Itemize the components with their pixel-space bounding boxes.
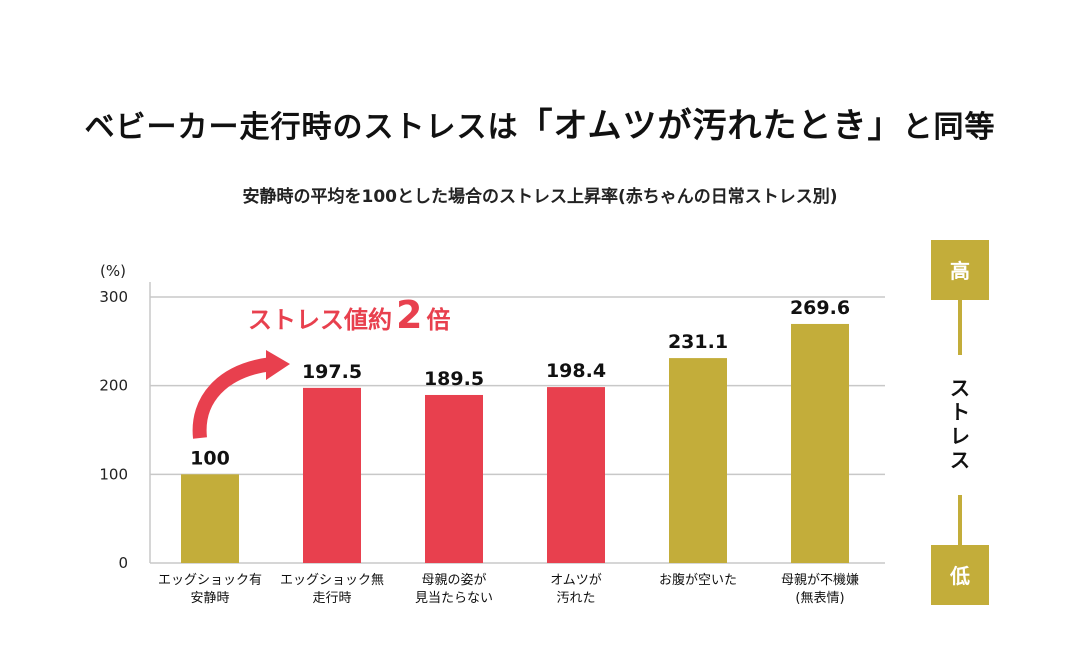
title-text-before: ベビーカー走行時のストレスは [84,110,519,145]
annotation-multiplier: 2 [396,293,422,337]
annotation-unit: 倍 [426,306,450,334]
bar [669,358,727,563]
rise-arrow-head [266,350,290,380]
x-category-label: オムツが [550,573,602,588]
stress-high-label: 高 [950,259,970,283]
bar [181,474,239,563]
stress-scale-label-char: ト [950,400,970,424]
x-category-label: 見当たらない [415,591,493,606]
x-category-label: エッグショック無 [280,573,384,588]
x-category-label: 安静時 [190,591,229,606]
chart-subtitle: 安静時の平均を100とした場合のストレス上昇率(赤ちゃんの日常ストレス別) [242,187,838,207]
bar [791,323,849,563]
x-category-label: 母親が不機嫌 [781,573,859,588]
x-category-label: 走行時 [312,591,351,606]
stress-low-box [931,545,989,605]
y-tick-label: 100 [99,465,128,483]
annotation-text: ストレス値約 [248,306,392,334]
stress-low-label: 低 [949,564,970,588]
bar [547,387,605,563]
y-tick-label: 200 [99,377,128,395]
title-quote: 「オムツが汚れたとき」 [518,106,903,146]
bar [425,394,483,563]
x-category-label: お腹が空いた [659,572,737,588]
x-category-label: 母親の姿が [421,572,486,588]
title-text-after: と同等 [902,110,996,145]
bar-value-label: 198.4 [546,360,606,382]
bar-value-label: 269.6 [790,297,850,319]
bar [303,387,361,563]
y-tick-label: 0 [118,554,128,572]
x-category-label: (無表情) [795,591,844,606]
rise-arrow-shaft [192,357,273,439]
y-axis-unit-label: (%) [100,262,126,280]
chart-title: ベビーカー走行時のストレスは「オムツが汚れたとき」と同等 [0,98,1080,147]
x-category-label: エッグショック有 [158,573,262,588]
bar-value-label: 197.5 [302,361,362,383]
stress-high-box [931,240,989,300]
bar-value-label: 189.5 [424,368,484,390]
y-tick-label: 300 [99,288,128,306]
bar-value-label: 231.1 [668,331,728,353]
stress-scale-label-char: レ [950,424,970,448]
stress-scale-label-char: ス [950,448,970,472]
bar-value-label: 100 [190,447,230,469]
stress-annotation: ストレス値約 2 倍 [248,293,450,337]
x-category-label: 汚れた [556,591,595,606]
stress-scale-label-char: ス [950,376,970,400]
